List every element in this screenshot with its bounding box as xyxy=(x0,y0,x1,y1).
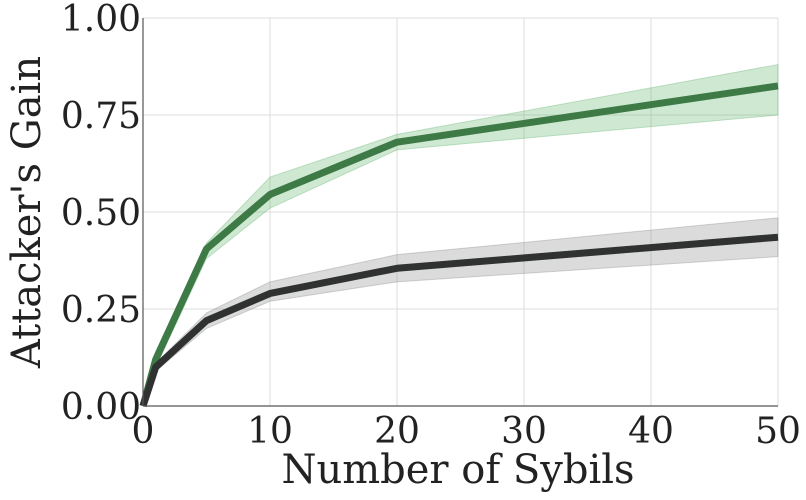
x-tick-label: 30 xyxy=(501,411,547,452)
tick-labels: 0 10 20 30 40 50 0.00 0.25 0.50 0.75 1.00 xyxy=(61,0,801,452)
axes-spines xyxy=(142,18,778,407)
x-axis-label: Number of Sybils xyxy=(281,447,634,493)
series-lines xyxy=(139,82,779,408)
y-tick-label: 0.25 xyxy=(61,290,141,331)
y-tick-label: 0.00 xyxy=(61,387,141,428)
x-tick-label: 0 xyxy=(132,411,155,452)
y-tick-label: 1.00 xyxy=(61,0,141,40)
x-tick-label: 10 xyxy=(247,411,293,452)
y-axis-label: Attacker's Gain xyxy=(4,56,50,369)
series-2-line xyxy=(139,233,779,408)
x-tick-label: 20 xyxy=(374,411,420,452)
x-tick-label: 50 xyxy=(755,411,801,452)
y-tick-label: 0.50 xyxy=(61,193,141,234)
y-tick-label: 0.75 xyxy=(61,96,141,137)
confidence-bands xyxy=(142,63,779,407)
x-tick-label: 40 xyxy=(628,411,674,452)
